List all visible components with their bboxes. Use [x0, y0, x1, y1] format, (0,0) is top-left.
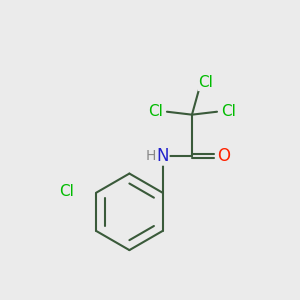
Text: O: O: [217, 147, 230, 165]
Text: N: N: [156, 147, 169, 165]
Text: Cl: Cl: [198, 75, 213, 90]
Text: Cl: Cl: [148, 104, 163, 119]
Text: H: H: [146, 149, 156, 163]
Text: Cl: Cl: [59, 184, 74, 199]
Text: Cl: Cl: [221, 104, 236, 119]
